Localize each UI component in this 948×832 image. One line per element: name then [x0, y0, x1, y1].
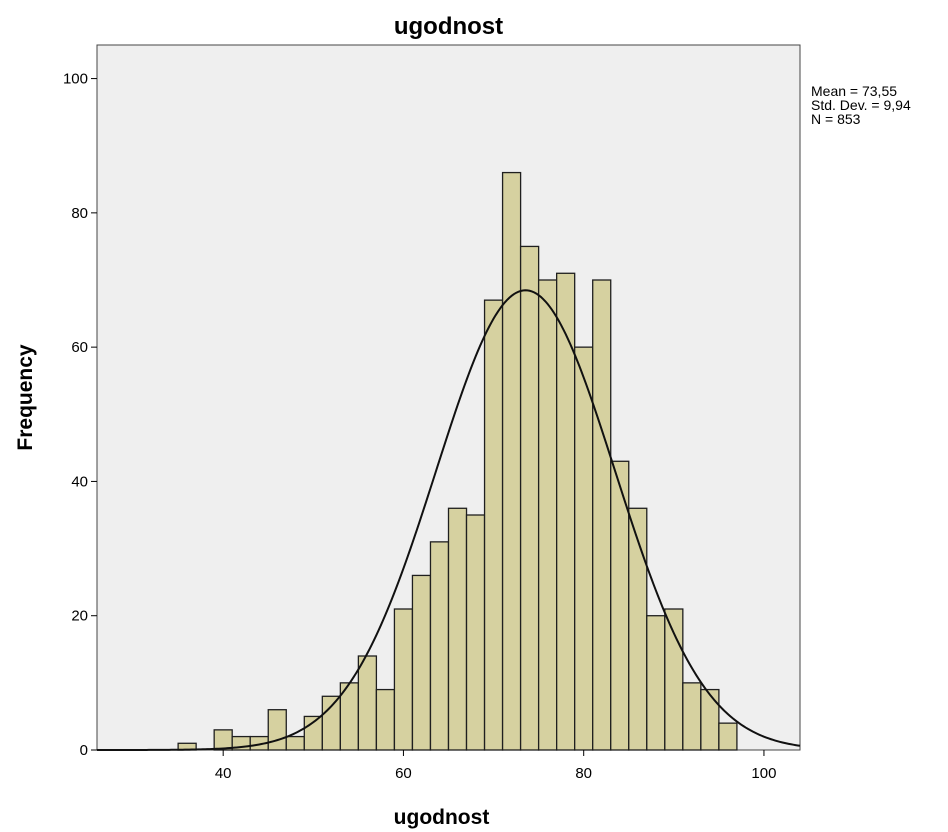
stats-box: Mean = 73,55 Std. Dev. = 9,94 N = 853 [811, 84, 911, 126]
histogram-bar [519, 245, 540, 751]
stats-mean: Mean = 73,55 [811, 83, 898, 99]
chart-title: ugodnost [394, 13, 503, 40]
y-axis-title: Frequency [14, 344, 37, 451]
histogram-bar [483, 299, 504, 751]
histogram-bar [556, 272, 576, 751]
histogram-bar [285, 735, 305, 751]
y-tick-label: 0 [80, 742, 88, 759]
stats-std-dev: Std. Dev. = 9,94 [811, 97, 911, 113]
histogram-bar [501, 171, 522, 751]
x-tick-label: 80 [575, 765, 592, 782]
histogram-bar [321, 695, 341, 751]
stats-n: N = 853 [811, 111, 861, 127]
bars-group [177, 171, 738, 751]
histogram-bar [429, 541, 450, 751]
histogram-bar [357, 655, 378, 751]
histogram-bar [537, 279, 558, 751]
histogram-bar [682, 682, 702, 751]
y-axis: 0 20 40 60 80 100 [63, 71, 97, 759]
histogram-bar [411, 574, 432, 751]
histogram-bar [447, 507, 468, 751]
histogram-bar [393, 608, 414, 751]
y-tick-label: 80 [71, 205, 88, 222]
histogram-bar [375, 688, 396, 751]
x-tick-label: 100 [751, 765, 776, 782]
histogram-bar [718, 722, 738, 751]
histogram-bar [267, 709, 287, 751]
histogram-bar [213, 729, 233, 751]
histogram-bar [664, 608, 684, 751]
x-axis-title: ugodnost [394, 806, 490, 829]
x-tick-label: 60 [395, 765, 412, 782]
normal-curve [96, 289, 801, 751]
y-tick-label: 60 [71, 339, 88, 356]
x-axis: 40 60 80 100 [215, 750, 776, 782]
histogram-bar [465, 514, 486, 751]
histogram-bar [628, 507, 648, 751]
histogram-bar [646, 615, 666, 751]
histogram-bar [574, 346, 594, 751]
y-tick-label: 40 [71, 473, 88, 490]
y-tick-label: 20 [71, 608, 88, 625]
histogram-bar [592, 279, 612, 751]
y-tick-label: 100 [63, 71, 88, 88]
histogram-bar [700, 688, 720, 751]
x-tick-label: 40 [215, 765, 232, 782]
